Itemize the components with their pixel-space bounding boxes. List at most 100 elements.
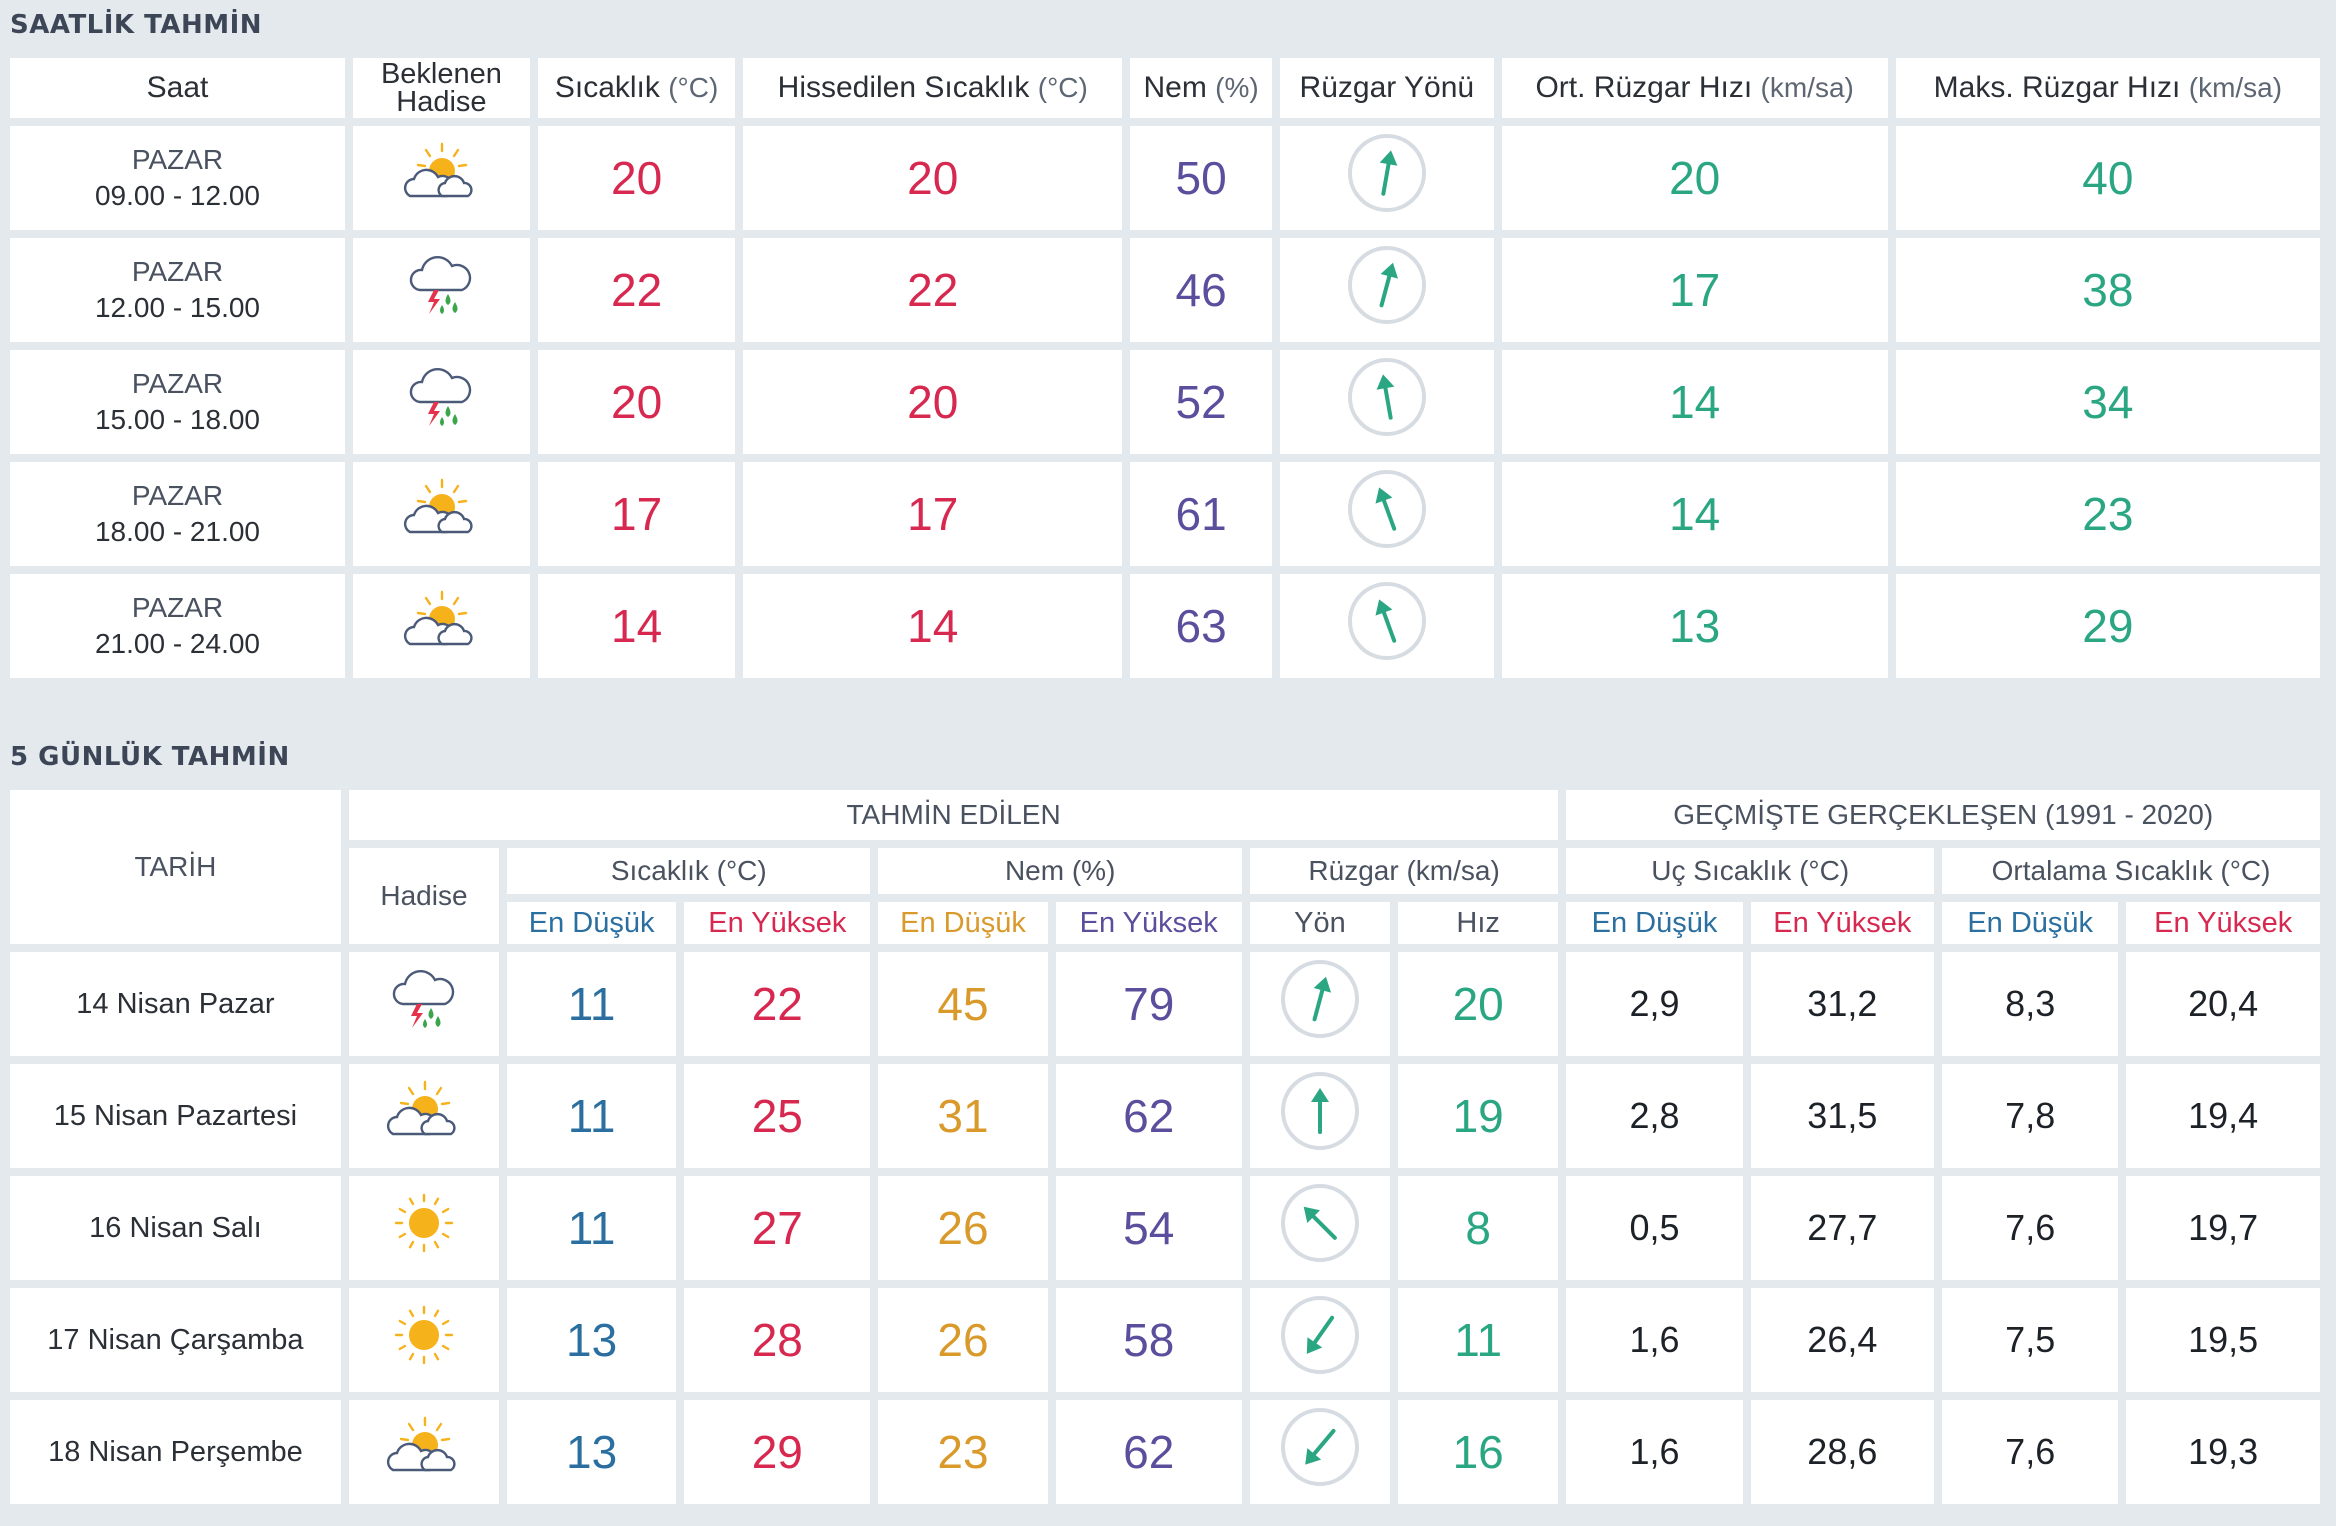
partly-cloudy-icon — [386, 1416, 456, 1471]
daily-forecast-table: TARİH TAHMİN EDİLEN GEÇMİŞTE GERÇEKLEŞEN… — [2, 782, 2328, 1512]
daily-humidity-max: 58 — [1055, 1288, 1242, 1392]
group-nem: Nem (%) — [878, 848, 1242, 894]
daily-average-max: 19,7 — [2126, 1176, 2320, 1280]
daily-temp-min: 11 — [507, 1064, 677, 1168]
daily-date: 16 Nisan Salı — [10, 1176, 341, 1280]
hourly-wind-max: 23 — [1895, 462, 2320, 566]
hourly-row: PAZAR 18.00 - 21.00 17 17 61 14 23 — [10, 462, 2320, 566]
hourly-time-cell: PAZAR 09.00 - 12.00 — [10, 126, 345, 230]
hourly-row: PAZAR 15.00 - 18.00 20 20 52 14 34 — [10, 350, 2320, 454]
hourly-row: PAZAR 21.00 - 24.00 14 14 63 13 29 — [10, 574, 2320, 678]
hourly-wind-avg: 20 — [1501, 126, 1888, 230]
daily-date: 18 Nisan Perşembe — [10, 1400, 341, 1504]
partly-cloudy-icon — [404, 478, 473, 533]
col-nem: Nem (%) — [1130, 58, 1273, 118]
hourly-wind-avg: 17 — [1501, 238, 1888, 342]
daily-wind-speed: 19 — [1398, 1064, 1559, 1168]
hourly-weather-cell — [352, 574, 530, 678]
hourly-day: PAZAR — [131, 256, 224, 287]
hourly-weather-cell — [352, 126, 530, 230]
group-gecmiste: GEÇMİŞTE GERÇEKLEŞEN (1991 - 2020) — [1566, 790, 2320, 840]
daily-row: 14 Nisan Pazar 11 22 45 79 20 2,9 31,2 8… — [10, 952, 2320, 1056]
col-nem-en-yuksek: En Yüksek — [1055, 902, 1242, 944]
daily-average-min: 7,6 — [1942, 1176, 2119, 1280]
col-ort-en-dusuk: En Düşük — [1942, 902, 2119, 944]
daily-wind-direction — [1249, 1400, 1390, 1504]
hourly-row: PAZAR 09.00 - 12.00 20 20 50 20 40 — [10, 126, 2320, 230]
daily-date: 14 Nisan Pazar — [10, 952, 341, 1056]
hourly-time-range: 09.00 - 12.00 — [94, 180, 260, 211]
col-uc-en-dusuk: En Düşük — [1566, 902, 1743, 944]
partly-cloudy-icon — [404, 590, 473, 645]
hourly-wind-max: 38 — [1895, 238, 2320, 342]
hourly-time-cell: PAZAR 21.00 - 24.00 — [10, 574, 345, 678]
col-sicaklik-en-yuksek: En Yüksek — [684, 902, 871, 944]
hourly-wind-avg: 14 — [1501, 350, 1888, 454]
daily-average-max: 20,4 — [2126, 952, 2320, 1056]
daily-weather-cell — [348, 1064, 500, 1168]
daily-section-title: 5 GÜNLÜK TAHMİN — [10, 742, 290, 772]
hourly-humidity: 46 — [1130, 238, 1273, 342]
daily-average-min: 7,8 — [1942, 1064, 2119, 1168]
wind-direction-icon — [1347, 133, 1426, 212]
hourly-feels-like: 22 — [743, 238, 1123, 342]
hourly-feels-like: 20 — [743, 350, 1123, 454]
hourly-wind-direction — [1280, 126, 1494, 230]
hourly-time-cell: PAZAR 18.00 - 21.00 — [10, 462, 345, 566]
daily-extreme-max: 31,2 — [1750, 952, 1935, 1056]
hourly-day: PAZAR — [131, 144, 224, 175]
daily-temp-min: 11 — [507, 1176, 677, 1280]
hourly-wind-max: 29 — [1895, 574, 2320, 678]
daily-row: 17 Nisan Çarşamba 13 28 26 58 11 1,6 26,… — [10, 1288, 2320, 1392]
sunny-icon — [394, 1193, 454, 1252]
col-ruzgar-hiz: Hız — [1398, 902, 1559, 944]
daily-temp-max: 28 — [684, 1288, 871, 1392]
wind-direction-icon — [1347, 581, 1426, 660]
hourly-header-row: Saat Beklenen Hadise Sıcaklık (°C) Hissed… — [10, 58, 2320, 118]
hourly-day: PAZAR — [131, 368, 224, 399]
group-ortalama-sicaklik: Ortalama Sıcaklık (°C) — [1942, 848, 2320, 894]
col-nem-en-dusuk: En Düşük — [878, 902, 1048, 944]
hourly-temperature: 17 — [537, 462, 736, 566]
col-uc-en-yuksek: En Yüksek — [1750, 902, 1935, 944]
daily-humidity-max: 79 — [1055, 952, 1242, 1056]
wind-direction-icon — [1280, 1071, 1359, 1150]
daily-row: 16 Nisan Salı 11 27 26 54 8 0,5 27,7 7,6… — [10, 1176, 2320, 1280]
hourly-temperature: 20 — [537, 350, 736, 454]
hourly-humidity: 63 — [1130, 574, 1273, 678]
hourly-wind-avg: 14 — [1501, 462, 1888, 566]
col-ruzgar-yon: Yön — [1249, 902, 1390, 944]
daily-header-row-1: TARİH TAHMİN EDİLEN GEÇMİŞTE GERÇEKLEŞEN… — [10, 790, 2320, 944]
daily-average-max: 19,5 — [2126, 1288, 2320, 1392]
hourly-wind-direction — [1280, 238, 1494, 342]
daily-wind-speed: 11 — [1398, 1288, 1559, 1392]
daily-weather-cell — [348, 1400, 500, 1504]
group-uc-sicaklik: Uç Sıcaklık (°C) — [1566, 848, 1935, 894]
wind-direction-icon — [1347, 469, 1426, 548]
daily-extreme-max: 27,7 — [1750, 1176, 1935, 1280]
col-ruzgar-yonu: Rüzgar Yönü — [1280, 58, 1494, 118]
daily-wind-speed: 20 — [1398, 952, 1559, 1056]
daily-row: 18 Nisan Perşembe 13 29 23 62 16 1,6 28,… — [10, 1400, 2320, 1504]
col-hadise: Hadise — [348, 848, 500, 944]
partly-cloudy-icon — [386, 1080, 456, 1135]
wind-direction-icon — [1280, 1407, 1359, 1486]
daily-humidity-max: 62 — [1055, 1400, 1242, 1504]
daily-average-min: 8,3 — [1942, 952, 2119, 1056]
hourly-wind-avg: 13 — [1501, 574, 1888, 678]
hourly-feels-like: 14 — [743, 574, 1123, 678]
daily-temp-max: 27 — [684, 1176, 871, 1280]
daily-extreme-min: 0,5 — [1566, 1176, 1743, 1280]
daily-header-row-3: En Düşük En Yüksek En Düşük En Yüksek Yö… — [10, 902, 2320, 944]
hourly-forecast-table: Saat Beklenen Hadise Sıcaklık (°C) Hissed… — [2, 50, 2328, 686]
col-beklenen-hadise: Beklenen Hadise — [352, 58, 530, 118]
daily-temp-min: 11 — [507, 952, 677, 1056]
daily-extreme-min: 1,6 — [1566, 1288, 1743, 1392]
daily-weather-cell — [348, 952, 500, 1056]
daily-header-row-2: Hadise Sıcaklık (°C) Nem (%) Rüzgar (km/… — [10, 848, 2320, 944]
hourly-wind-direction — [1280, 574, 1494, 678]
col-tarih: TARİH — [10, 790, 341, 944]
hourly-feels-like: 17 — [743, 462, 1123, 566]
daily-weather-cell — [348, 1288, 500, 1392]
wind-direction-icon — [1280, 959, 1359, 1038]
